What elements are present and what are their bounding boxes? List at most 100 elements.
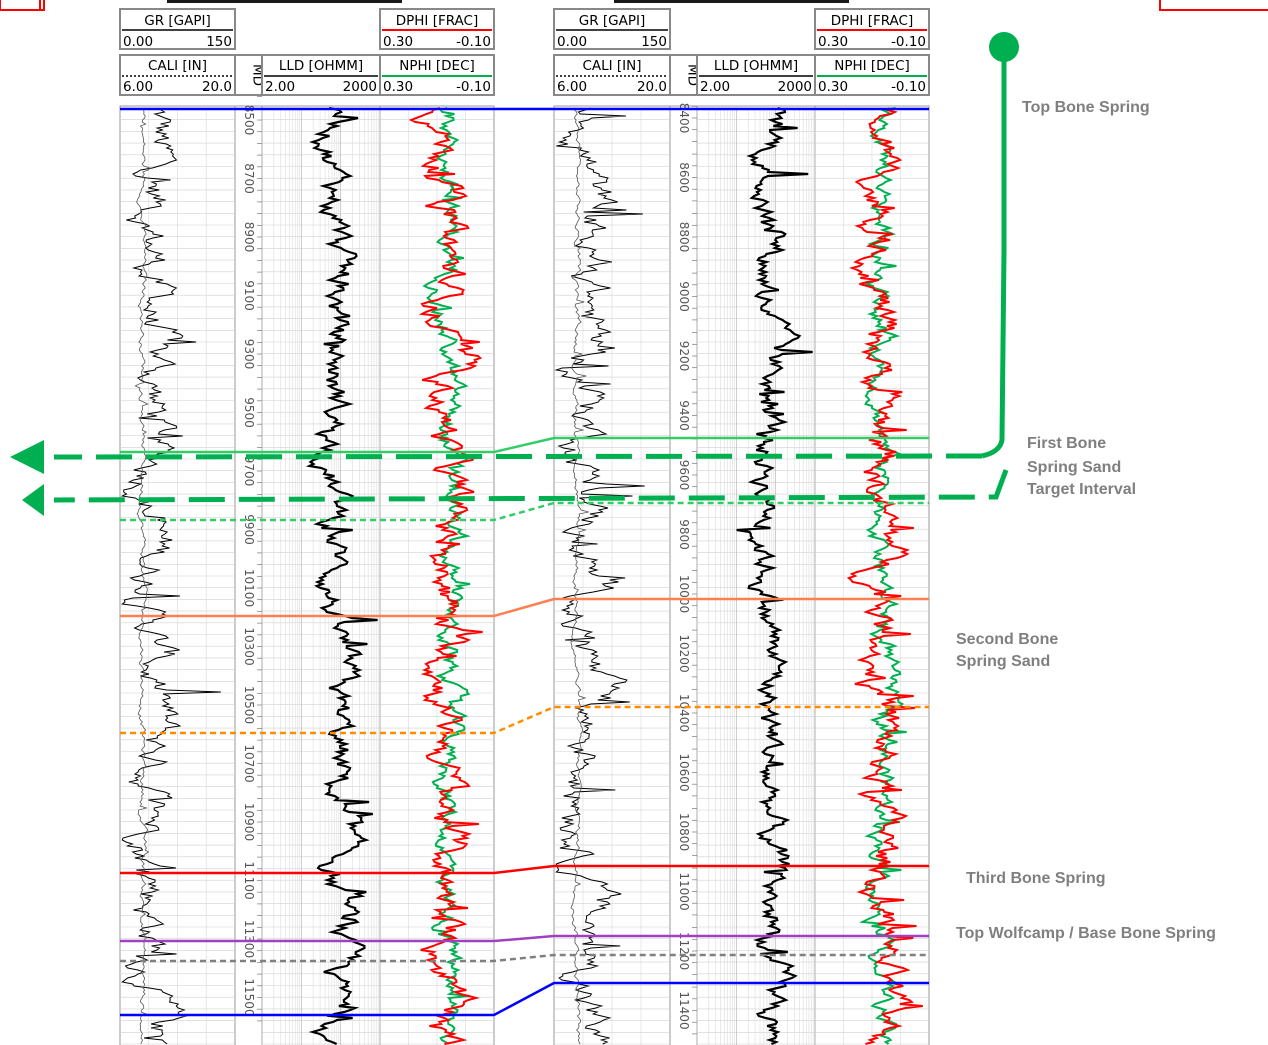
label-third-bone-spring: Third Bone Spring [966,870,1106,887]
well-path [10,32,1019,516]
formation-top-top-wolfcamp [120,934,929,943]
lld-curve [305,106,378,1045]
wellbore-vertical [981,47,1007,459]
cali-scale-left: 6.00 [557,79,587,95]
depth-label: 8500 [242,105,256,136]
depth-label: 8900 [242,222,256,253]
depth-label: 9900 [242,514,256,545]
nphi-mnemonic: NPHI [DEC] [834,58,910,74]
formation-top-third-bone-spring [120,864,929,875]
depth-label: 9800 [677,519,691,550]
formation-top-second-bone-spring-top [120,597,929,618]
cali-curve [134,107,151,1045]
depth-label: 10500 [242,686,256,724]
nphi-curve [858,107,907,1045]
nphi-scale-right: -0.10 [891,79,926,95]
formation-top-grey-marker [120,953,929,963]
gr-curve [120,107,221,1045]
label-second-bone-spring-line-2: Spring Sand [956,653,1050,670]
depth-label: 8800 [677,222,691,253]
lld-scale-right: 2000 [778,79,812,95]
gr-curve [554,107,645,1045]
cali-mnemonic: CALI [IN] [148,58,207,74]
formation-top-bottom-blue [120,981,929,1017]
depth-label: 10700 [242,744,256,782]
lld-mnemonic: LLD [OHMM] [279,58,363,74]
well-2-depth-track: 8400 8600 8800 9000 9200 9400 9600 9800 10000 102… [677,94,697,1035]
md-header-box [669,54,698,96]
depth-label: 9500 [242,397,256,428]
label-first-bone-spring-line-1: First Bone [1027,435,1106,452]
depth-label: 10200 [677,634,691,672]
dphi-scale-left: 0.30 [383,34,413,50]
lld-track-frame [261,105,381,1045]
cali-scale-right: 20.0 [202,79,232,95]
top-edge-markers [0,0,1268,11]
depth-label: 9700 [242,456,256,487]
depth-label: 9000 [677,281,691,312]
depth-label: 11200 [677,932,691,970]
depth-label: 10000 [677,575,691,613]
depth-label: 8600 [677,162,691,193]
label-first-bone-spring-line-2: Spring Sand [1027,459,1121,476]
formation-annotations: Top Bone Spring First Bone Spring Sand T… [956,99,1216,942]
depth-label: 10100 [242,569,256,607]
depth-label: 8700 [242,163,256,194]
lld-scale-right: 2000 [343,79,377,95]
dphi-mnemonic: DPHI [FRAC] [396,13,479,29]
cali-header-box [119,54,236,96]
lld-curve [736,106,813,1045]
gr-scale-left: 0.00 [557,34,587,50]
lld-scale-left: 2.00 [700,79,730,95]
well-2-grid [553,105,930,1045]
nphi-scale-right: -0.10 [456,79,491,95]
well-1-curves [120,106,483,1045]
gr-scale-right: 150 [206,34,232,50]
lateral-lower-arrowhead [22,484,44,516]
formation-top-second-bone-spring-base [120,705,929,735]
lld-mnemonic: LLD [OHMM] [714,58,798,74]
formation-tops [120,107,929,1017]
label-top-wolfcamp: Top Wolfcamp / Base Bone Spring [956,925,1216,942]
well-1-grid [119,105,495,1045]
formation-top-first-bone-spring-base [120,501,929,522]
depth-label: 10400 [677,694,691,732]
depth-label: 9400 [677,400,691,431]
gr-mnemonic: GR [GAPI] [144,13,211,29]
depth-label: 11400 [677,991,691,1029]
depth-label: 10300 [242,627,256,665]
dphi-curve [408,107,483,1045]
lld-header-box [261,54,381,96]
depth-label: 11500 [242,978,256,1016]
gr-header-box [553,8,671,50]
dphi-mnemonic: DPHI [FRAC] [831,13,914,29]
nphi-mnemonic: NPHI [DEC] [399,58,475,74]
depth-label: 9300 [242,339,256,370]
well-1-depth-track: 8500 8700 8900 9100 9300 9500 9700 9900 10100 103… [242,96,262,1022]
depth-label: 9200 [677,341,691,372]
cali-mnemonic: CALI [IN] [582,58,641,74]
gr-scale-left: 0.00 [123,34,153,50]
depth-label: 10600 [677,753,691,791]
depth-label: 11000 [677,872,691,910]
depth-label: 9600 [677,460,691,491]
dphi-curve [846,107,923,1045]
gr-header-box [119,8,236,50]
well-2-curves [554,106,923,1045]
label-top-bone-spring: Top Bone Spring [1022,99,1150,116]
lld-scale-left: 2.00 [265,79,295,95]
lateral-lower [53,469,1009,503]
label-first-bone-spring-line-3: Target Interval [1027,481,1136,498]
gr-scale-right: 150 [641,34,667,50]
formation-top-first-bone-spring-top [120,436,929,454]
nphi-scale-left: 0.30 [383,79,413,95]
nphi-scale-left: 0.30 [818,79,848,95]
dphi-scale-left: 0.30 [818,34,848,50]
lateral-upper [53,453,983,460]
dphi-scale-right: -0.10 [456,34,491,50]
label-second-bone-spring-line-1: Second Bone [956,631,1058,648]
dphi-scale-right: -0.10 [891,34,926,50]
